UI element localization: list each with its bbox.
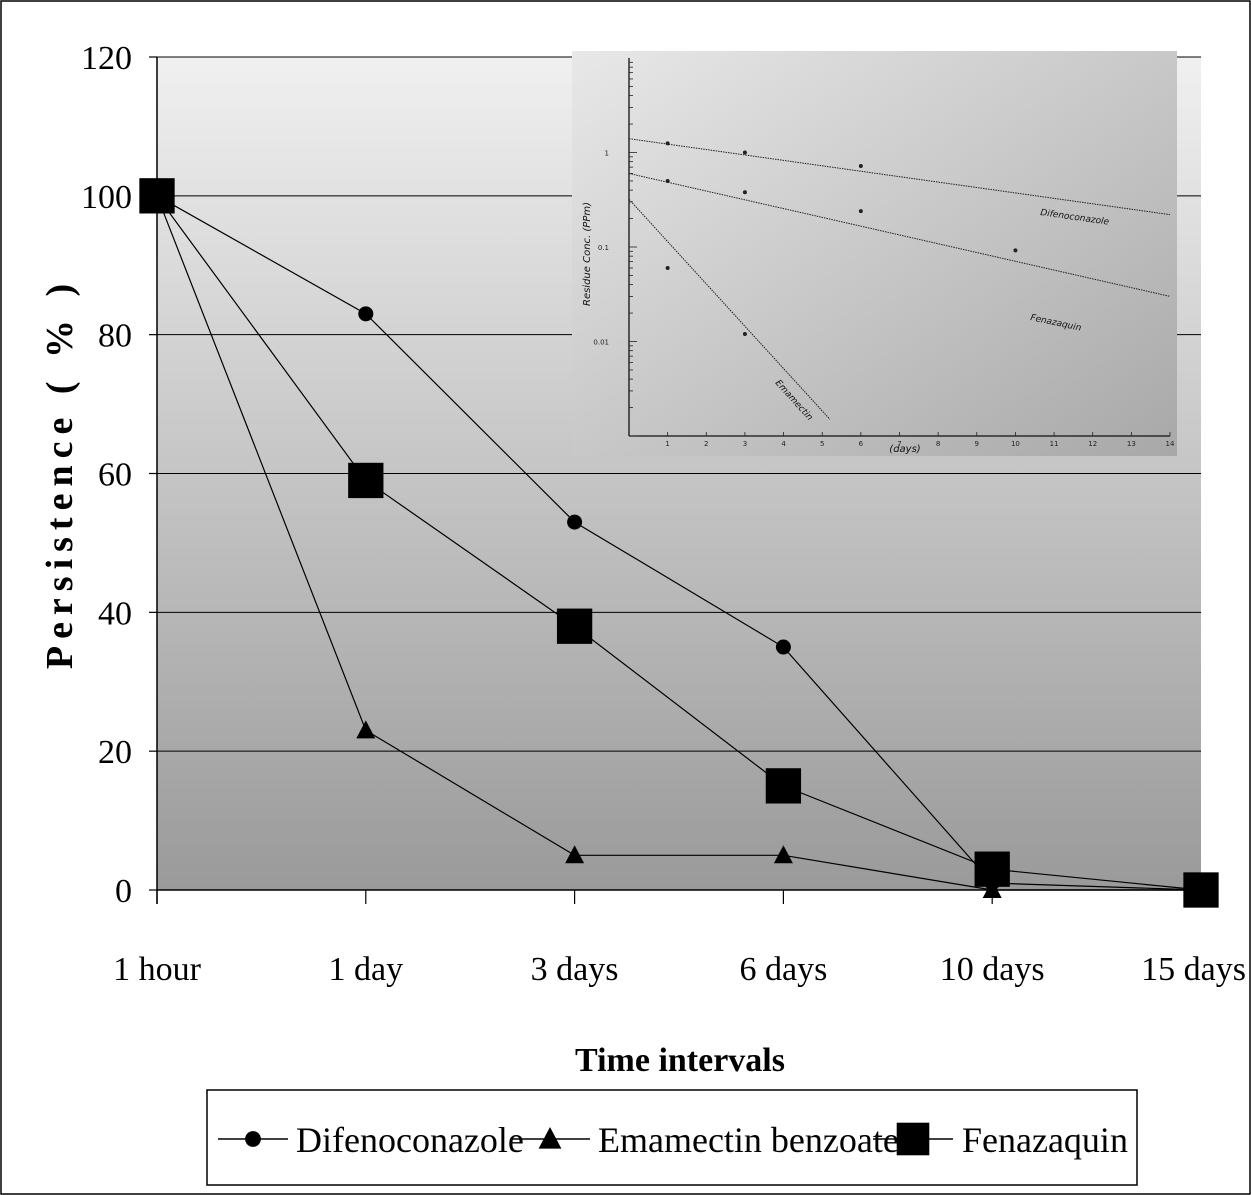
inset-point-difenoconazole xyxy=(742,150,747,155)
inset-x-tick-label: 12 xyxy=(1088,440,1097,448)
data-point-fenazaquin xyxy=(556,608,593,644)
inset-point-difenoconazole xyxy=(858,163,863,168)
data-point-fenazaquin xyxy=(974,851,1010,887)
inset-x-tick-label: 11 xyxy=(1050,440,1059,448)
y-tick-label: 120 xyxy=(81,40,132,77)
legend-label: Difenoconazole xyxy=(296,1120,524,1160)
inset-y-tick-label: 1 xyxy=(605,150,609,158)
inset-point-emamectin xyxy=(665,265,670,270)
x-tick-label: 15 days xyxy=(1141,951,1246,988)
inset-y-tick-label: 0.1 xyxy=(598,244,609,252)
inset-x-tick-label: 4 xyxy=(781,440,786,448)
data-point-difenoconazole xyxy=(567,514,583,530)
legend-item-difenoconazole: Difenoconazole xyxy=(218,1120,524,1160)
data-point-emamectin-benzoate xyxy=(565,845,585,864)
y-tick-label: 80 xyxy=(98,318,132,355)
x-tick-label: 1 hour xyxy=(113,951,202,988)
x-tick-labels: 1 hour 1 day 3 days 6 days 10 days 15 days xyxy=(113,951,1246,988)
y-tick-labels: 0 20 40 60 80 100 120 xyxy=(81,40,132,910)
x-tick-label: 6 days xyxy=(739,951,827,988)
data-point-fenazaquin xyxy=(765,768,802,804)
y-tick-label: 60 xyxy=(98,457,132,494)
series-line-difenoconazole xyxy=(156,195,1202,891)
legend-label: Emamectin benzoate xyxy=(598,1120,899,1160)
data-point-difenoconazole xyxy=(358,306,374,322)
series-line-fenazaquin xyxy=(156,195,1202,891)
inset-point-difenoconazole xyxy=(665,141,670,146)
inset-line-emamectin xyxy=(628,198,831,420)
series-line-emamectin-benzoate xyxy=(156,195,1201,891)
inset-x-tick-label: 6 xyxy=(859,440,864,448)
data-point-difenoconazole xyxy=(775,639,791,655)
inset-x-axis-title: (days) xyxy=(889,444,920,455)
inset-point-fenazaquin xyxy=(858,209,863,214)
data-point-fenazaquin xyxy=(139,178,175,214)
inset-y-axis-title: Residue Conc. (PPm) xyxy=(582,202,593,306)
inset-line-difenoconazole xyxy=(628,138,1171,216)
data-point-emamectin-benzoate xyxy=(773,845,793,864)
y-tick-label: 20 xyxy=(98,734,132,771)
data-point-emamectin-benzoate xyxy=(356,720,376,739)
inset-x-tick-label: 2 xyxy=(704,440,708,448)
inset-point-emamectin xyxy=(742,332,747,337)
data-point-fenazaquin xyxy=(1183,872,1219,908)
legend-marker xyxy=(245,1131,261,1147)
inset-point-fenazaquin xyxy=(665,178,670,183)
series-markers xyxy=(139,178,1219,908)
y-tick-label: 0 xyxy=(115,873,132,910)
x-axis-title: Time intervals xyxy=(575,1042,785,1079)
y-tick-label: 40 xyxy=(98,595,132,632)
x-tick-label: 1 day xyxy=(329,951,404,988)
inset-x-tick-label: 14 xyxy=(1166,440,1175,448)
inset-point-fenazaquin xyxy=(742,190,747,195)
y-tick-label: 100 xyxy=(81,179,132,216)
legend-item-emamectin-benzoate: Emamectin benzoate xyxy=(510,1120,899,1160)
x-tick-label: 10 days xyxy=(940,951,1045,988)
legend-item-fenazaquin: Fenazaquin xyxy=(873,1120,1128,1160)
inset-x-tick-label: 5 xyxy=(820,440,824,448)
legend-marker xyxy=(538,1127,562,1149)
inset-background xyxy=(572,51,1177,456)
inset-x-tick-label: 9 xyxy=(975,440,979,448)
legend: Difenoconazole Emamectin benzoate Fenazaqu… xyxy=(206,1089,1138,1186)
inset-x-tick-label: 3 xyxy=(743,440,747,448)
data-point-emamectin-benzoate xyxy=(982,880,1002,898)
inset-x-tick-label: 1 xyxy=(665,440,669,448)
legend-items: Difenoconazole Emamectin benzoate Fenazaqu… xyxy=(218,1120,1128,1160)
inset-x-tick-label: 10 xyxy=(1011,440,1020,448)
inset-x-tick-label: 13 xyxy=(1127,440,1136,448)
data-point-fenazaquin xyxy=(348,462,384,499)
series-lines xyxy=(156,195,1202,891)
legend-box xyxy=(206,1089,1138,1186)
legend-marker xyxy=(896,1122,930,1156)
inset-point-fenazaquin xyxy=(1013,248,1018,253)
legend-label: Fenazaquin xyxy=(962,1120,1128,1160)
y-axis-title: Persistence ( % ) xyxy=(39,277,81,669)
inset-x-tick-label: 7 xyxy=(897,440,901,448)
inset-y-tick-label: 0.01 xyxy=(593,339,609,347)
inset-x-tick-label: 8 xyxy=(936,440,940,448)
x-tick-label: 3 days xyxy=(531,951,619,988)
